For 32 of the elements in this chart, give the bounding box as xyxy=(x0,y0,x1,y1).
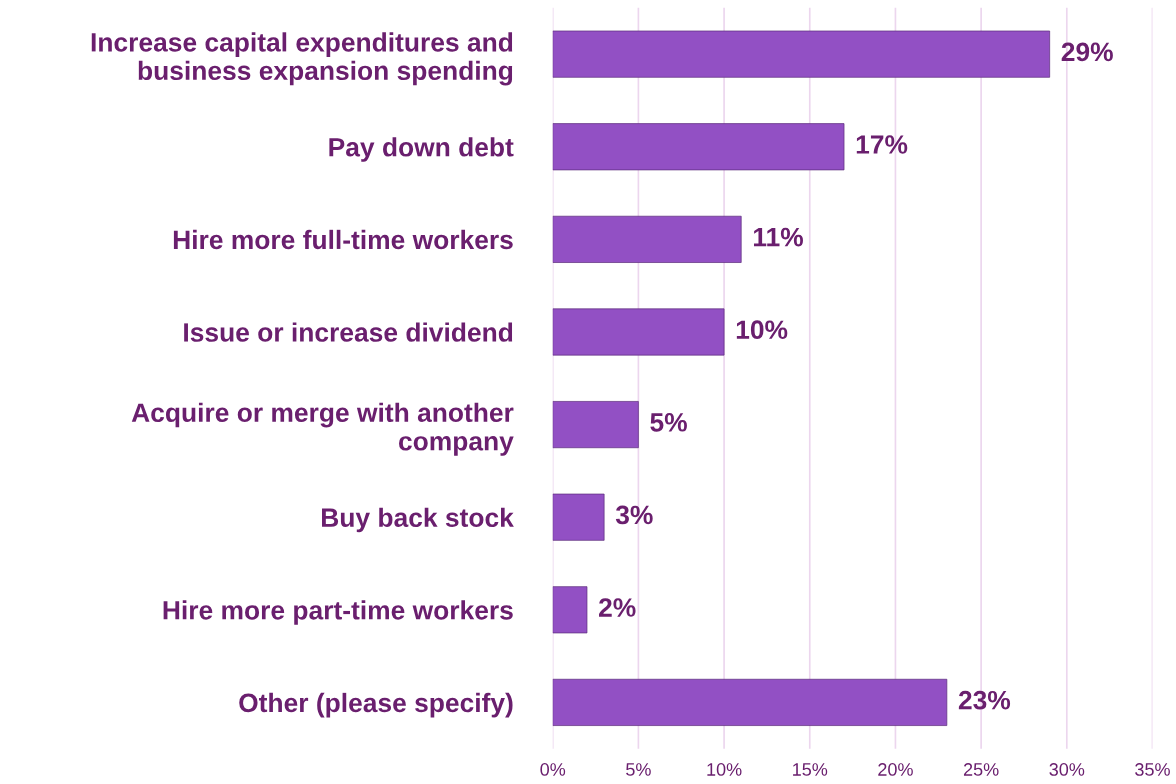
data-label: 10% xyxy=(736,320,788,340)
bar xyxy=(552,30,1051,78)
y-tick-label: Hire more part-time workers xyxy=(163,600,513,625)
x-tick-label: 0% xyxy=(540,763,566,776)
bar xyxy=(552,215,742,263)
x-tick-label: 30% xyxy=(1049,763,1085,776)
bar xyxy=(552,586,588,634)
y-tick-label: Issue or increase dividend xyxy=(184,322,513,342)
y-tick-label: Pay down debt xyxy=(329,137,514,162)
x-tick-label: 15% xyxy=(793,763,828,776)
data-label: 2% xyxy=(599,598,636,617)
bar xyxy=(552,123,845,171)
data-label: 23% xyxy=(958,690,1011,710)
bar xyxy=(552,401,639,449)
bar xyxy=(552,678,948,726)
x-tick-label: 25% xyxy=(963,763,999,776)
x-tick-label: 5% xyxy=(626,763,651,776)
x-tick-label: 20% xyxy=(878,763,913,776)
y-tick-label: Increase capital expenditures and business expansion spending xyxy=(91,32,513,86)
data-label: 29% xyxy=(1061,42,1113,62)
x-tick-label: 10% xyxy=(707,763,742,776)
x-tick-label: 35% xyxy=(1135,763,1170,776)
y-tick-label: Hire more full-time workers xyxy=(173,229,513,250)
data-label: 3% xyxy=(615,505,653,525)
y-tick-label: Buy back stock xyxy=(322,507,514,533)
y-tick-label: Acquire or merge with another company xyxy=(131,402,514,456)
data-label: 17% xyxy=(856,135,908,154)
bar xyxy=(552,308,725,356)
data-label: 11% xyxy=(753,227,803,247)
y-tick-label: Other (please specify) xyxy=(239,692,513,718)
data-label: 5% xyxy=(650,413,687,432)
bar xyxy=(552,493,605,541)
